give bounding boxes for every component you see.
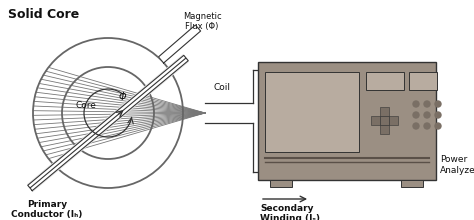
Bar xyxy=(366,72,404,90)
Bar xyxy=(401,180,423,187)
Text: Core: Core xyxy=(75,101,96,110)
Bar xyxy=(380,125,389,134)
Bar xyxy=(258,62,436,180)
Circle shape xyxy=(413,101,419,107)
Polygon shape xyxy=(28,55,188,191)
Bar xyxy=(371,116,380,125)
Text: Primary
Conductor (Iₕ): Primary Conductor (Iₕ) xyxy=(11,200,82,219)
Circle shape xyxy=(424,112,430,118)
Bar xyxy=(409,72,437,90)
Circle shape xyxy=(424,123,430,129)
Text: Φ: Φ xyxy=(118,92,126,102)
Circle shape xyxy=(435,112,441,118)
Polygon shape xyxy=(158,25,201,63)
Bar xyxy=(380,116,389,125)
Text: Power
Analyzer: Power Analyzer xyxy=(440,155,474,175)
Bar xyxy=(389,116,398,125)
Bar xyxy=(380,107,389,116)
Circle shape xyxy=(424,101,430,107)
Circle shape xyxy=(435,123,441,129)
Text: Magnetic
Flux (Φ): Magnetic Flux (Φ) xyxy=(182,12,221,31)
Circle shape xyxy=(413,112,419,118)
Text: Solid Core: Solid Core xyxy=(8,8,79,21)
Circle shape xyxy=(435,101,441,107)
Text: Coil: Coil xyxy=(214,84,231,92)
Bar xyxy=(265,72,359,152)
Text: Secondary
Winding (Iₛ): Secondary Winding (Iₛ) xyxy=(260,204,320,220)
Bar xyxy=(270,180,292,187)
Circle shape xyxy=(413,123,419,129)
